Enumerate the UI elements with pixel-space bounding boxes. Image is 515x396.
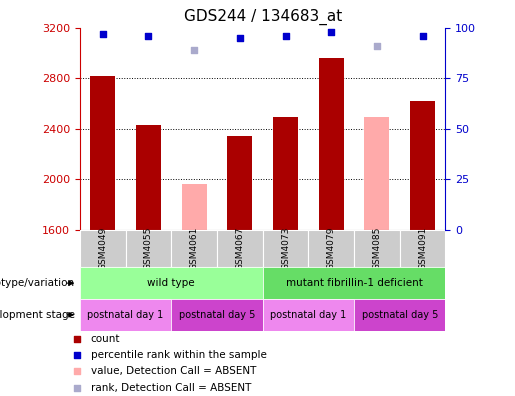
Bar [400, 230, 445, 267]
Text: genotype/variation: genotype/variation [0, 278, 75, 288]
Text: postnatal day 5: postnatal day 5 [179, 310, 255, 320]
Bar [217, 230, 263, 267]
Text: mutant fibrillin-1 deficient: mutant fibrillin-1 deficient [286, 278, 422, 288]
Bar [354, 230, 400, 267]
Text: GSM4091: GSM4091 [418, 227, 427, 270]
Point [73, 336, 81, 342]
Text: postnatal day 1: postnatal day 1 [270, 310, 347, 320]
Point [73, 368, 81, 375]
Point [190, 47, 198, 53]
Text: GSM4079: GSM4079 [327, 227, 336, 270]
Text: GSM4049: GSM4049 [98, 227, 107, 270]
Text: postnatal day 1: postnatal day 1 [88, 310, 164, 320]
Text: GSM4055: GSM4055 [144, 227, 153, 270]
Bar [181, 184, 207, 230]
Point [73, 352, 81, 358]
Point [98, 30, 107, 37]
Bar [263, 299, 354, 331]
Bar [80, 299, 171, 331]
Text: GSM4073: GSM4073 [281, 227, 290, 270]
Bar [171, 230, 217, 267]
Text: value, Detection Call = ABSENT: value, Detection Call = ABSENT [91, 366, 256, 377]
Bar [80, 230, 126, 267]
Bar [319, 58, 344, 230]
Point [373, 43, 381, 49]
Bar [126, 230, 171, 267]
Bar [90, 76, 115, 230]
Point [73, 385, 81, 391]
Point [144, 32, 152, 39]
Text: postnatal day 5: postnatal day 5 [362, 310, 438, 320]
Text: GSM4067: GSM4067 [235, 227, 244, 270]
Bar [364, 117, 389, 230]
Bar [263, 230, 308, 267]
Bar [273, 117, 298, 230]
Bar [80, 267, 263, 299]
Text: wild type: wild type [147, 278, 195, 288]
Title: GDS244 / 134683_at: GDS244 / 134683_at [183, 9, 342, 25]
Bar [227, 136, 252, 230]
Bar [263, 267, 445, 299]
Bar [171, 299, 263, 331]
Point [236, 34, 244, 41]
Text: GSM4061: GSM4061 [190, 227, 199, 270]
Point [419, 32, 427, 39]
Point [327, 29, 335, 35]
Text: development stage: development stage [0, 310, 75, 320]
Bar [354, 299, 445, 331]
Text: GSM4085: GSM4085 [372, 227, 382, 270]
Bar [136, 125, 161, 230]
Point [281, 32, 289, 39]
Text: percentile rank within the sample: percentile rank within the sample [91, 350, 267, 360]
Bar [308, 230, 354, 267]
Text: count: count [91, 334, 121, 344]
Text: rank, Detection Call = ABSENT: rank, Detection Call = ABSENT [91, 383, 251, 393]
Bar [410, 101, 435, 230]
